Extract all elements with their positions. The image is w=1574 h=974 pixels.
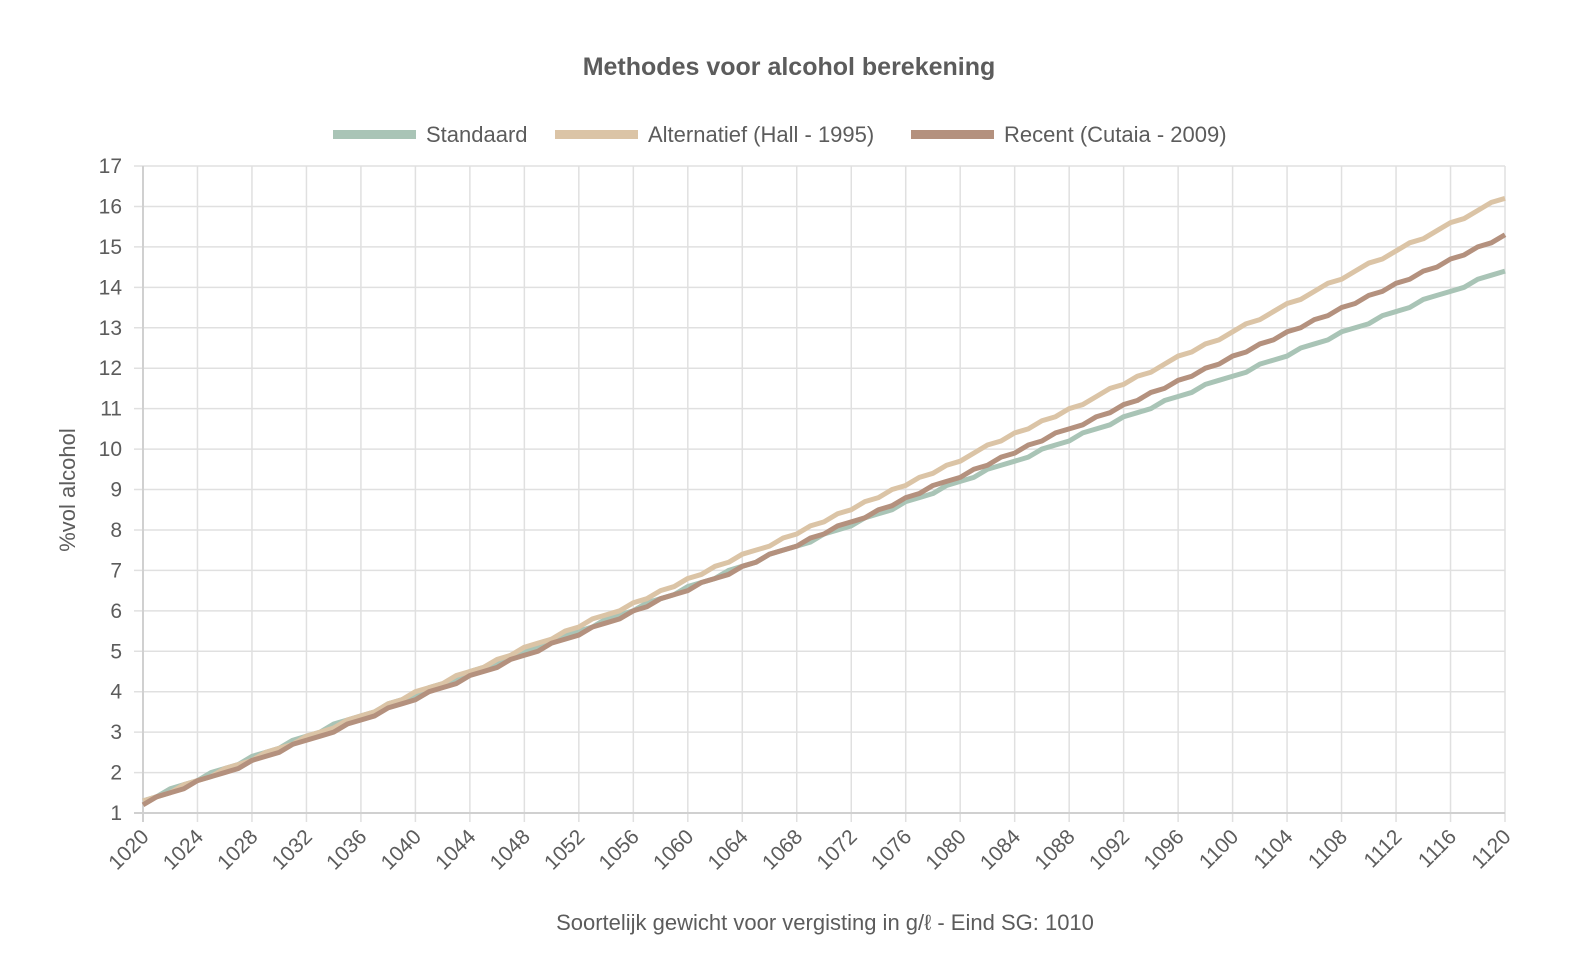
y-tick-label: 3	[110, 721, 122, 744]
y-tick-label: 17	[99, 155, 122, 178]
x-tick-label: 1076	[867, 825, 916, 874]
y-tick-label: 13	[99, 317, 122, 340]
legend-label: Alternatief (Hall - 1995)	[648, 122, 874, 147]
y-gridlines	[134, 165, 1505, 814]
y-tick-label: 16	[99, 195, 122, 218]
legend: Standaard Alternatief (Hall - 1995) Recent…	[333, 122, 1227, 147]
y-tick-label: 12	[99, 357, 122, 380]
x-tick-label: 1112	[1359, 825, 1406, 872]
x-tick-label: 1044	[431, 825, 481, 875]
y-tick-label: 9	[110, 479, 122, 502]
x-tick-label: 1032	[268, 825, 317, 874]
x-axis-title: Soortelijk gewicht voor vergisting in g/…	[556, 910, 1094, 935]
y-tick-label: 10	[99, 438, 122, 461]
x-tick-label: 1120	[1467, 825, 1515, 873]
y-tick-label: 11	[100, 398, 122, 421]
x-tick-label: 1108	[1304, 825, 1352, 873]
series-lines	[141, 195, 1507, 808]
x-tick-label: 1056	[595, 825, 644, 874]
legend-swatch	[333, 130, 416, 139]
x-tick-label: 1088	[1030, 825, 1079, 874]
x-tick-label: 1040	[377, 825, 426, 874]
x-tick-label: 1072	[812, 825, 861, 874]
x-tick-label: 1064	[704, 825, 754, 875]
x-tick-label: 1080	[921, 825, 970, 874]
legend-label: Standaard	[426, 122, 528, 147]
y-tick-label: 6	[110, 600, 122, 623]
series-line-2	[142, 195, 1506, 804]
x-tick-label: 1092	[1085, 825, 1134, 874]
y-tick-label: 14	[99, 276, 123, 299]
x-tick-label: 1084	[976, 825, 1026, 875]
x-tick-labels: 1020 1024 1028 1032 1036 1040 1044 1048 1052 1056…	[104, 825, 1515, 875]
y-tick-label: 5	[110, 640, 122, 663]
legend-swatch	[911, 130, 994, 139]
x-tick-label: 1068	[758, 825, 807, 874]
x-tick-label: 1052	[540, 825, 589, 874]
series-line-3	[141, 232, 1507, 808]
x-tick-label: 1024	[159, 825, 209, 875]
y-tick-label: 1	[110, 802, 122, 825]
y-tick-label: 4	[110, 681, 122, 704]
y-tick-label: 7	[110, 559, 122, 582]
legend-label: Recent (Cutaia - 2009)	[1004, 122, 1227, 147]
x-tick-label: 1100	[1195, 825, 1243, 873]
chart-title: Methodes voor alcohol berekening	[583, 53, 996, 81]
x-tick-label: 1048	[486, 825, 535, 874]
x-tick-label: 1104	[1249, 825, 1297, 873]
legend-item[interactable]: Standaard	[333, 122, 528, 147]
x-tick-label: 1020	[104, 825, 153, 874]
x-tick-label: 1116	[1414, 825, 1461, 872]
y-axis-title: %vol alcohol	[55, 428, 80, 552]
y-tick-label: 2	[110, 762, 122, 785]
x-tick-label: 1036	[322, 825, 371, 874]
y-tick-label: 15	[99, 236, 122, 259]
legend-item[interactable]: Alternatief (Hall - 1995)	[555, 122, 874, 147]
x-tick-label: 1096	[1139, 825, 1188, 874]
y-tick-label: 8	[110, 519, 122, 542]
x-tick-label: 1060	[649, 825, 698, 874]
x-tick-label: 1028	[213, 825, 262, 874]
legend-item[interactable]: Recent (Cutaia - 2009)	[911, 122, 1227, 147]
legend-swatch	[555, 130, 638, 139]
